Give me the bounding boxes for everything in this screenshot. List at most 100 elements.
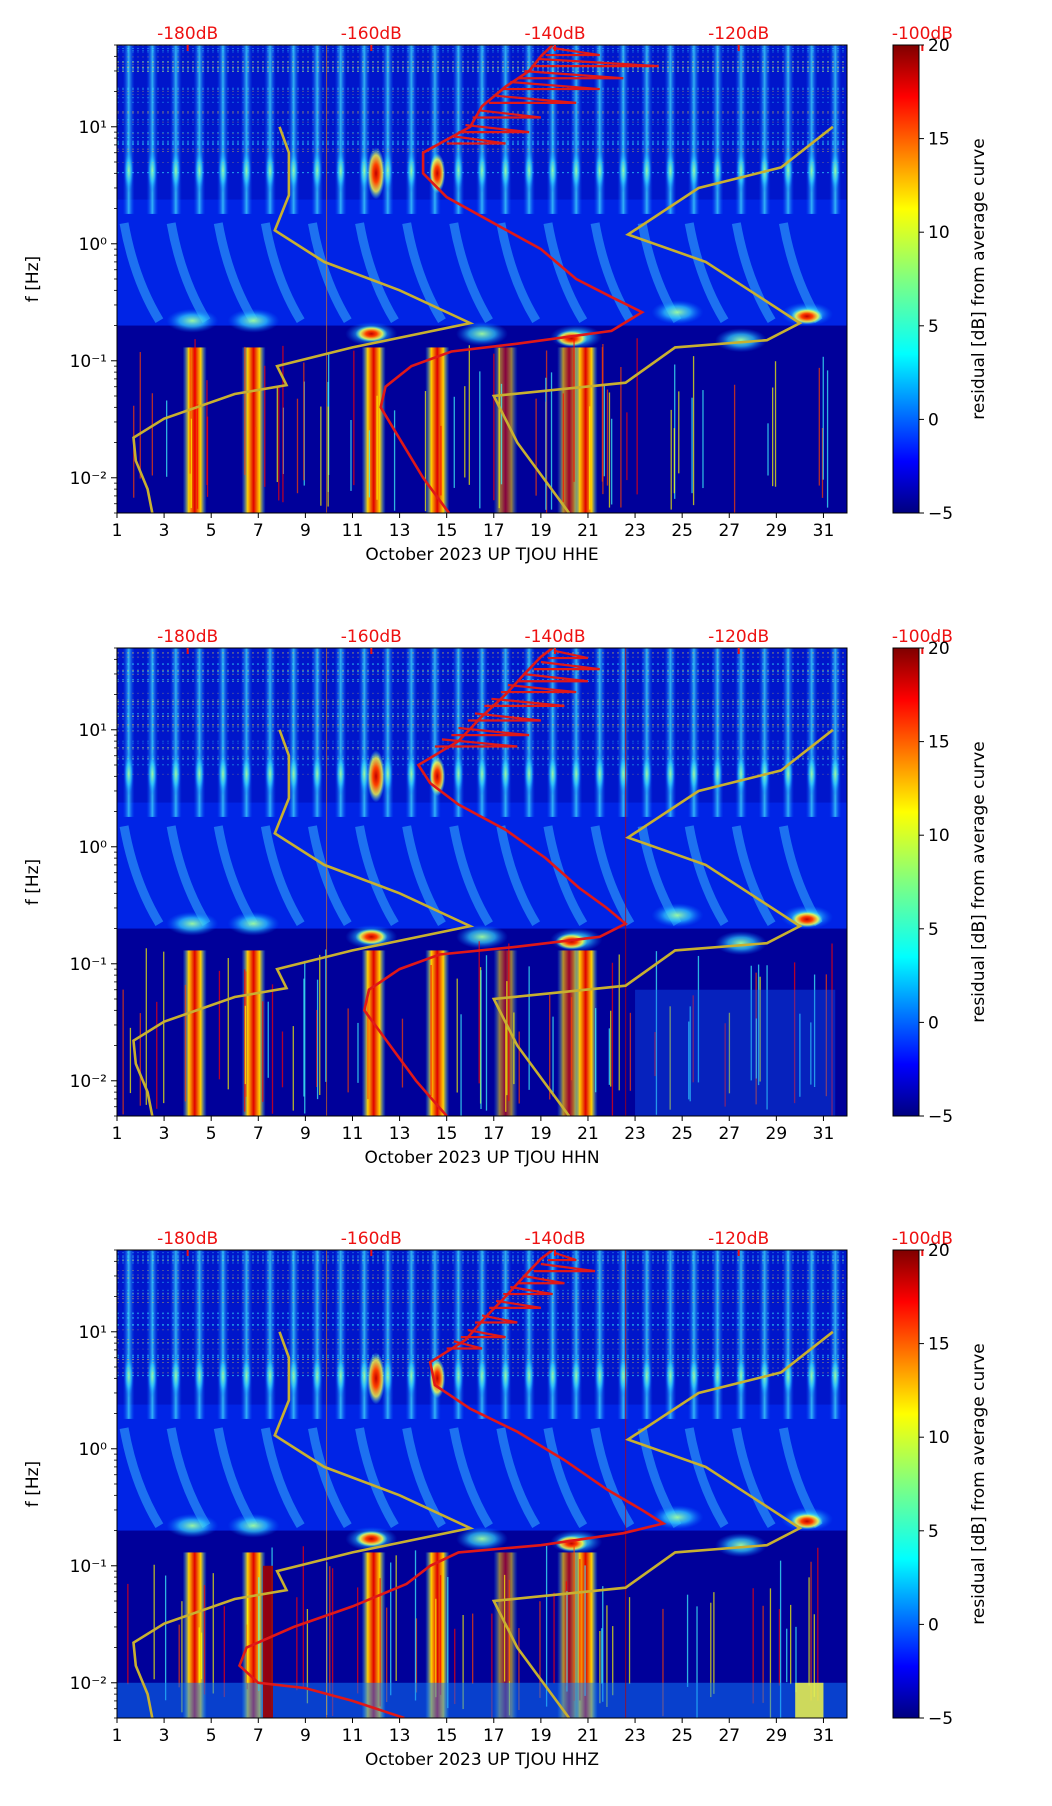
heatmap-day-blob [194, 751, 205, 796]
average-psd-curve-spike [451, 726, 530, 737]
db-scale-label: -160dB [341, 627, 402, 647]
x-tick-label: 17 [483, 1726, 505, 1746]
heatmap-microseism-blob [227, 1513, 280, 1538]
x-tick-label: 17 [483, 521, 505, 541]
heatmap-day-blob [477, 751, 487, 796]
y-tick-label: 10¹ [79, 721, 107, 741]
average-psd-curve-spike [533, 660, 600, 671]
heatmap-day-blob [547, 1353, 558, 1398]
heatmap-day-blob [123, 751, 134, 796]
heatmap-day-blob [335, 148, 346, 193]
heatmap-day-blob [736, 1353, 747, 1398]
heatmap-day-blob [830, 751, 841, 796]
heatmap-day-blob [641, 1353, 652, 1398]
average-psd-curve-spike [446, 135, 506, 145]
heatmap-storm-streak [496, 1427, 541, 1529]
x-tick-label: 23 [624, 1726, 646, 1746]
x-tick-label: 23 [624, 521, 646, 541]
heatmap-day-blob [736, 751, 747, 796]
heatmap-day-blob [806, 1353, 817, 1398]
db-scale-label: -140dB [524, 627, 585, 647]
colorbar-tick-label: 20 [928, 36, 950, 56]
heatmap-microseism-peak [790, 1513, 823, 1530]
heatmap-storm-streak [731, 825, 776, 927]
heatmap-microseism-peak [355, 325, 388, 342]
heatmap-storm-streak [260, 825, 305, 927]
heatmap-low-band-noise [117, 1682, 847, 1718]
heatmap-day-blob [123, 1353, 134, 1398]
db-scale-label: -160dB [341, 1229, 402, 1249]
heatmap-day-blob [312, 148, 323, 193]
x-tick-label: 11 [342, 1726, 364, 1746]
x-tick-label: 21 [577, 521, 599, 541]
heatmap-microseism-peak [355, 1530, 388, 1547]
heatmap-day-blob [147, 751, 158, 796]
x-axis-label: October 2023 UP TJOU HHZ [365, 1750, 599, 1770]
heatmap-day-blob [547, 148, 558, 193]
x-tick-label: 19 [530, 521, 552, 541]
heatmap-day-blob [665, 1353, 676, 1398]
heatmap-storm-streak [355, 1427, 399, 1529]
heatmap-microseism-blob [456, 321, 508, 346]
x-tick-label: 21 [577, 1124, 599, 1144]
colorbar-tick-label: 15 [928, 733, 950, 753]
heatmap-day-blob [312, 1353, 323, 1398]
heatmap-storm-streak [260, 222, 305, 324]
average-psd-curve-spike [484, 697, 565, 707]
x-tick-label: 3 [159, 1124, 170, 1144]
heatmap-storm-streak [449, 222, 493, 324]
heatmap-storm-streak [119, 222, 164, 324]
heatmap-day-blob [453, 1353, 464, 1398]
peterson-high-noise-curve [491, 125, 834, 513]
heatmap-storm-streak [590, 222, 635, 324]
heatmap-microseism-blob [651, 300, 704, 325]
heatmap-day-blob [500, 1353, 511, 1398]
db-scale-label: -100dB [892, 627, 953, 647]
heatmap-microseism-blob [166, 911, 219, 936]
db-scale-label: -100dB [892, 1229, 953, 1249]
x-tick-label: 1 [112, 521, 123, 541]
colorbar-tick-label: 5 [928, 1522, 939, 1542]
average-psd-curve-spike [489, 1299, 542, 1309]
average-psd-curve [379, 45, 645, 513]
colorbar-label: residual [dB] from average curve [969, 138, 989, 419]
x-tick-label: 9 [300, 521, 311, 541]
heatmap-storm-streak [731, 1427, 776, 1529]
heatmap-day-blob [194, 148, 205, 193]
heatmap-microseism-blob [715, 328, 768, 353]
heatmap-microseism-blob [456, 924, 508, 949]
y-tick-label: 10⁻¹ [70, 1557, 107, 1577]
x-tick-label: 3 [159, 521, 170, 541]
y-tick-label: 10¹ [79, 1323, 107, 1343]
average-psd-curve-spike [460, 1328, 506, 1339]
heatmap-day-blob [571, 148, 582, 193]
plot-area [117, 45, 847, 513]
heatmap-storm-streak [496, 222, 541, 324]
heatmap-day-blob [547, 751, 558, 796]
heatmap-day-blob [524, 1353, 535, 1398]
heatmap-day-blob [688, 148, 699, 193]
average-psd-curve-spike [503, 80, 600, 91]
heatmap-day-blob [665, 148, 676, 193]
heatmap-low-freq-column [361, 347, 386, 513]
x-tick-label: 7 [253, 1726, 264, 1746]
plot-area [117, 1250, 847, 1718]
x-tick-label: 5 [206, 1124, 217, 1144]
average-psd-curve-spike [446, 1340, 483, 1350]
heatmap-day-blob [500, 751, 511, 796]
x-tick-label: 27 [718, 1124, 740, 1144]
heatmap-storm-streak [684, 222, 729, 324]
peterson-low-noise-curve [132, 729, 475, 1116]
x-tick-label: 1 [112, 1726, 123, 1746]
colorbar-tick-label: 20 [928, 1241, 950, 1261]
y-tick-label: 10⁰ [79, 838, 108, 858]
average-psd-curve-spike [547, 649, 589, 660]
average-psd-curve-spike [500, 683, 577, 694]
heatmap-day-blob [382, 1353, 393, 1398]
colorbar-tick-label: −5 [928, 504, 953, 524]
heatmap-day-blob [477, 148, 487, 193]
heatmap-day-blob [217, 148, 228, 193]
colorbar-tick-label: 0 [928, 410, 939, 430]
